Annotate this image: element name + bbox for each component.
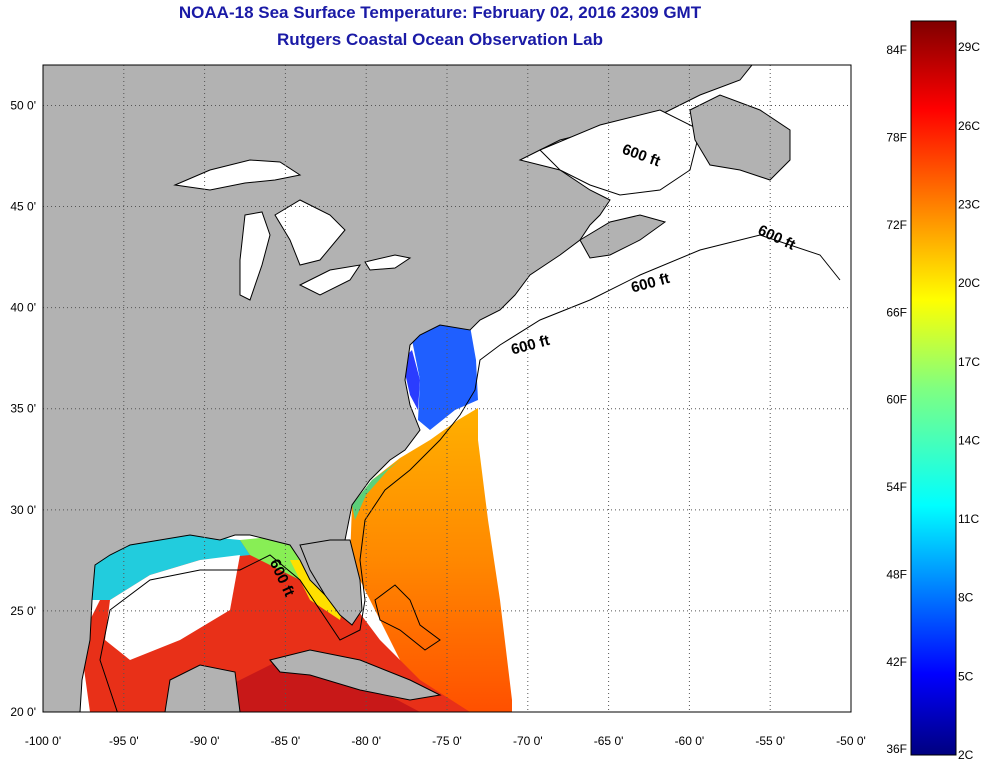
lon-tick-label: -100 0' [25,734,61,748]
lon-tick-label: -70 0' [513,734,543,748]
gulf-shelf-cool-water [92,535,250,600]
florida-shelf-yellow-water [290,560,345,620]
lon-tick-label: -95 0' [109,734,139,748]
mid-atlantic-cold-water [410,325,478,430]
gulf-stream-cool-shelf [352,460,400,520]
graticule [43,65,851,712]
lake-huron [274,199,346,266]
colorbar-fahrenheit-label: 48F [886,567,907,581]
cuba [269,649,442,701]
lon-tick-label: -55 0' [755,734,785,748]
colorbar-celsius-labels: 29C 26C 23C 20C 17C 14C 11C 8C 5C 2C [958,40,980,762]
lon-tick-label: -75 0' [432,734,462,748]
colorbar [910,20,957,756]
bahamas-banks [374,584,441,651]
lat-tick-label: 40 0' [10,301,36,315]
colorbar-celsius-label: 17C [958,355,980,369]
lake-michigan [239,211,271,301]
colorbar-fahrenheit-label: 54F [886,480,907,494]
colorbar-celsius-label: 14C [958,433,980,447]
longitude-axis: -100 0' -95 0' -90 0' -85 0' -80 0' -75 0' -70… [25,734,866,748]
map-subtitle: Rutgers Coastal Ocean Observation Lab [277,30,603,49]
lon-tick-label: -80 0' [351,734,381,748]
colorbar-celsius-label: 20C [958,276,980,290]
colorbar-fahrenheit-label: 42F [886,655,907,669]
colorbar-fahrenheit-labels: 84F 78F 72F 66F 60F 54F 48F 42F 36F [886,43,907,756]
lon-tick-label: -50 0' [836,734,866,748]
lon-tick-label: -65 0' [594,734,624,748]
map-frame [42,64,852,713]
lon-tick-label: -60 0' [675,734,705,748]
nova-scotia [579,214,667,259]
florida-peninsula [299,539,363,626]
colorbar-fahrenheit-label: 60F [886,393,907,407]
colorbar-fahrenheit-label: 36F [886,742,907,756]
newfoundland [689,94,791,181]
colorbar-fahrenheit-label: 78F [886,131,907,145]
lat-tick-label: 35 0' [10,402,36,416]
colorbar-fahrenheit-label: 66F [886,305,907,319]
map-plot-area [43,65,851,712]
map-title: NOAA-18 Sea Surface Temperature: Februar… [178,3,702,22]
lon-tick-label: -85 0' [271,734,301,748]
lat-tick-label: 45 0' [10,200,36,214]
gulf-cloud-cover [105,555,240,660]
colorbar-celsius-label: 2C [958,748,974,762]
colorbar-celsius-label: 26C [958,119,980,133]
atlantic-sst-field [350,408,512,712]
colorbar-celsius-label: 5C [958,669,974,683]
colorbar-celsius-label: 8C [958,591,974,605]
gulf-of-st-lawrence [539,109,701,196]
lake-superior [173,159,302,191]
colorbar-fahrenheit-label: 72F [886,218,907,232]
caribbean-warm-water [200,660,420,712]
colorbar-celsius-label: 29C [958,40,980,54]
colorbar-celsius-label: 11C [958,512,979,526]
yucatan-peninsula [164,664,241,712]
lat-tick-label: 50 0' [10,98,36,112]
north-america-land [43,65,753,712]
colorbar-celsius-label: 23C [958,198,980,212]
lat-tick-label: 30 0' [10,503,36,517]
colorbar-fahrenheit-label: 84F [886,43,907,57]
latitude-axis: 20 0' 25 0' 30 0' 35 0' 40 0' 45 0' 50 0' [10,98,36,719]
lat-tick-label: 20 0' [10,705,36,719]
lake-ontario [364,254,412,271]
lake-erie [298,264,362,296]
lon-tick-label: -90 0' [190,734,220,748]
lat-tick-label: 25 0' [10,604,36,618]
depth-contour-600ft [99,234,841,712]
